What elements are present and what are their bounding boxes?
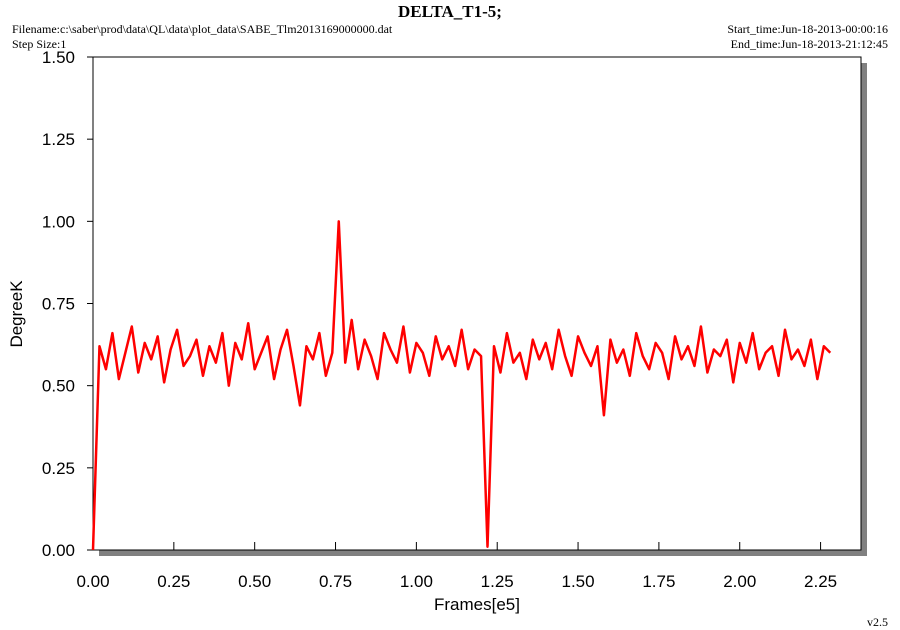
x-tick-label: 1.00: [400, 572, 433, 591]
step-size: Step Size:1: [12, 37, 66, 51]
y-tick-label: 0.00: [42, 541, 75, 560]
x-axis-label: Frames[e5]: [434, 595, 520, 614]
y-tick-label: 1.00: [42, 212, 75, 231]
x-tick-label: 1.25: [481, 572, 514, 591]
start-time: Start_time:Jun-18-2013-00:00:16: [727, 22, 888, 36]
x-tick-label: 1.75: [642, 572, 675, 591]
chart-title: DELTA_T1-5;: [398, 2, 502, 21]
y-tick-label: 0.50: [42, 377, 75, 396]
y-tick-label: 0.75: [42, 295, 75, 314]
x-tick-label: 0.75: [319, 572, 352, 591]
y-tick-label: 1.50: [42, 48, 75, 67]
data-line: [91, 220, 832, 551]
y-tick-label: 0.25: [42, 459, 75, 478]
plot-area: [92, 56, 862, 551]
x-tick-label: 2.00: [723, 572, 756, 591]
y-tick-label: 1.25: [42, 130, 75, 149]
filename: Filename:c:\saber\prod\data\QL\data\plot…: [12, 22, 393, 36]
x-tick-label: 2.25: [804, 572, 837, 591]
x-tick-label: 0.00: [76, 572, 109, 591]
y-axis-label: DegreeK: [7, 280, 26, 348]
end-time: End_time:Jun-18-2013-21:12:45: [731, 37, 888, 51]
x-tick-label: 0.25: [157, 572, 190, 591]
x-tick-label: 1.50: [562, 572, 595, 591]
x-tick-label: 0.50: [238, 572, 271, 591]
version: v2.5: [867, 615, 888, 629]
